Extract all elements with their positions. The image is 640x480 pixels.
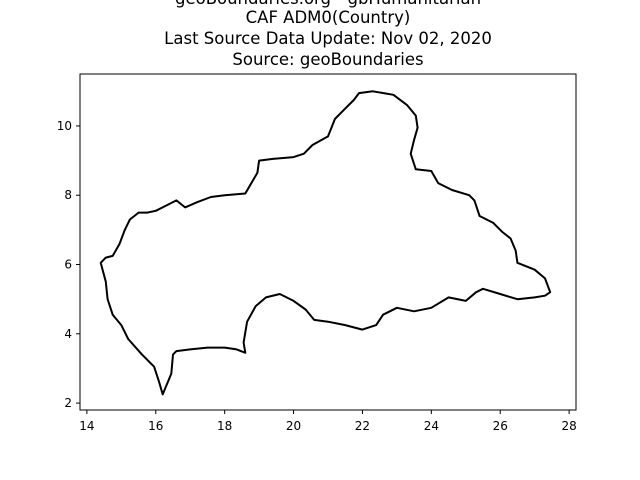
x-axis: 14 16 18 20 22 24 26 28 — [79, 410, 577, 433]
x-tick-label: 18 — [217, 419, 232, 433]
axes-frame — [79, 73, 577, 411]
x-tick-label: 28 — [561, 419, 576, 433]
y-tick-label: 2 — [64, 396, 72, 410]
map-title-line-2: CAF ADM0(Country) — [245, 8, 411, 27]
x-tick-label: 24 — [424, 419, 439, 433]
x-tick-label: 14 — [79, 419, 94, 433]
map-title-line-4: Source: geoBoundaries — [232, 50, 424, 69]
map-title-line-1: geoBoundaries.org - gbHumanitarian — [0, 0, 640, 9]
y-tick-label: 8 — [64, 188, 72, 202]
y-tick-label: 10 — [57, 119, 72, 133]
x-tick-label: 20 — [286, 419, 301, 433]
y-tick-label: 6 — [64, 258, 72, 272]
y-tick-label: 4 — [64, 327, 72, 341]
x-tick-label: 22 — [355, 419, 370, 433]
y-axis: 2 4 6 8 10 — [57, 119, 80, 410]
x-tick-label: 26 — [493, 419, 508, 433]
country-boundary — [99, 90, 552, 396]
map-title-line-3: Last Source Data Update: Nov 02, 2020 — [164, 29, 492, 48]
x-tick-label: 16 — [148, 419, 163, 433]
